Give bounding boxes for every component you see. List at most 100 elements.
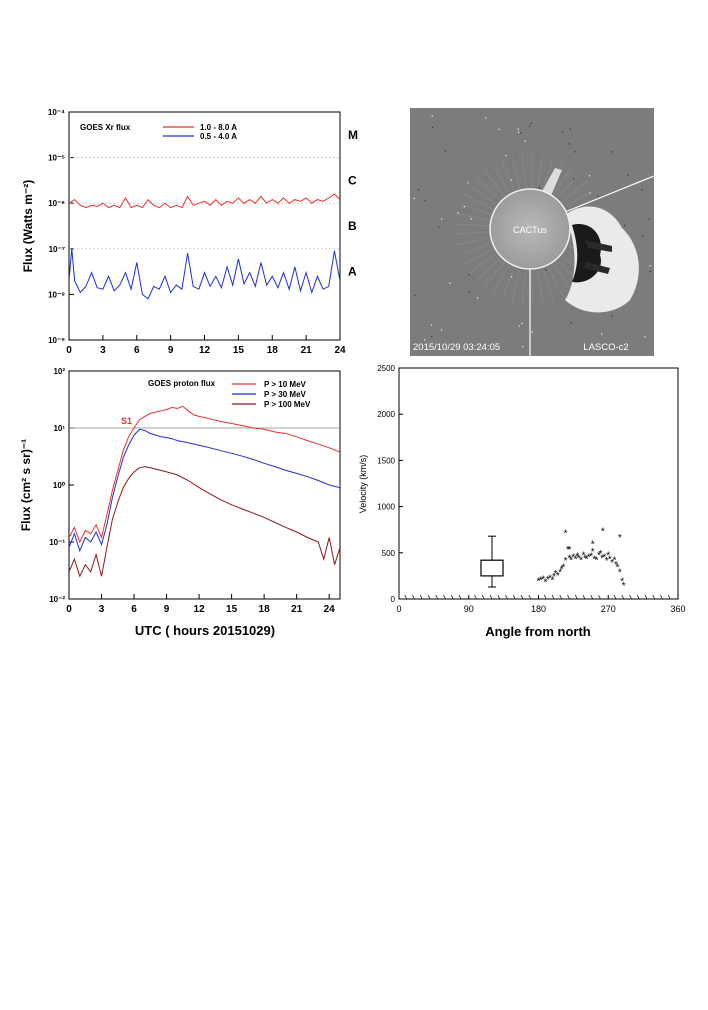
lasco-cme-dark-streaks [584, 240, 612, 274]
cme-y-ticks: 0 500 1000 1500 2000 2500 [377, 364, 403, 604]
cme-x-minor-tick [512, 594, 516, 600]
proton-x-ticks: 0 3 6 9 12 15 18 21 24 [66, 594, 335, 615]
cme-point: * [592, 554, 596, 565]
lasco-speckle [424, 200, 426, 202]
xray-y-axis-label: Flux (Watts m⁻²) [21, 180, 35, 273]
cme-x-minor-tick [528, 594, 532, 600]
lasco-wedge-line-upper [564, 175, 655, 213]
cme-x-minor-tick [660, 594, 663, 600]
xray-y-tick-label: 10⁻⁵ [48, 154, 65, 163]
proton-legend-title: GOES proton flux [148, 379, 216, 388]
xray-y-tick-label: 10⁻⁶ [48, 199, 65, 208]
cme-point: * [550, 576, 554, 587]
lasco-speckle [538, 186, 540, 189]
xray-class-gridlines [69, 157, 340, 250]
cme-x-minor-tick [543, 594, 547, 600]
cme-x-minor-tick [652, 594, 656, 600]
xray-x-tick-label: 6 [134, 345, 140, 356]
cme-x-tick-label: 360 [670, 604, 685, 614]
cme-x-minor-tick [613, 594, 617, 600]
lasco-corona-ray [463, 193, 494, 210]
cme-scatter-points: ****************************************… [537, 527, 626, 593]
lasco-speckle [573, 178, 575, 180]
lasco-corona-ray [475, 176, 500, 201]
proton-y-tick-label: 10² [53, 367, 65, 376]
lasco-speckle [470, 218, 472, 220]
proton-panel: 10⁻² 10⁻¹ 10⁰ 10¹ 10² 0 3 6 9 12 15 18 21 24 S1 GOES… [19, 367, 341, 638]
cme-point: * [581, 551, 585, 562]
cme-x-tick-label: 270 [601, 604, 616, 614]
proton-y-axis-label: Flux (cm² s sr)⁻¹ [19, 439, 33, 531]
lasco-corona-ray [511, 269, 521, 302]
cme-x-minor-tick [419, 594, 423, 600]
proton-y-tick-label: 10⁻¹ [49, 538, 65, 547]
xray-x-tick-label: 12 [199, 345, 211, 356]
lasco-speckle [431, 336, 433, 338]
lasco-speckle [520, 132, 522, 134]
lasco-corona-ray [456, 213, 489, 221]
cme-point: * [564, 528, 568, 539]
lasco-instrument-label: LASCO-c2 [583, 342, 628, 353]
cme-point: * [568, 553, 572, 564]
xray-class-label: M [348, 128, 358, 142]
lasco-speckle [424, 339, 426, 341]
xray-y-tick-label: 10⁻⁷ [49, 245, 65, 254]
cme-x-minor-tick [412, 594, 415, 600]
lasco-corona-ray [459, 243, 491, 255]
cme-point: * [561, 563, 565, 574]
cme-x-minor-tick [404, 594, 408, 600]
cme-point: * [556, 571, 560, 582]
lasco-speckle [431, 115, 433, 117]
lasco-speckle [457, 212, 459, 214]
cme-x-minor-tick [481, 594, 485, 600]
cme-box-whisker [480, 535, 504, 588]
lasco-speckle [574, 151, 576, 153]
lasco-image-panel: CACTus 2015/10/29 03:24:05 LASCO-c2 [410, 108, 655, 356]
lasco-corona-ray [531, 270, 533, 304]
xray-x-ticks: 0 3 6 9 12 15 18 21 24 [66, 335, 346, 356]
proton-series [69, 405, 340, 578]
xray-series-line [69, 193, 340, 209]
lasco-corona-ray [501, 159, 515, 191]
lasco-corona-ray [521, 270, 526, 304]
cme-point: * [614, 560, 618, 571]
proton-y-tick-label: 10⁻² [49, 595, 65, 604]
cme-point: * [620, 577, 624, 588]
xray-x-tick-label: 3 [100, 345, 106, 356]
proton-legend-label-10: P > 10 MeV [264, 380, 307, 389]
lasco-speckle [642, 235, 644, 237]
lasco-corona-ray [501, 267, 515, 299]
cme-point: * [585, 554, 589, 565]
cme-point: * [569, 555, 573, 566]
lasco-speckle [601, 333, 603, 335]
proton-y-tick-label: 10¹ [53, 424, 65, 433]
cme-x-minor-tick [667, 594, 671, 600]
lasco-corona-ray [455, 223, 489, 227]
lasco-speckle [521, 322, 523, 325]
xray-class-labels: M C B A [348, 128, 358, 279]
cme-x-minor-tick [520, 594, 524, 600]
lasco-speckle [441, 218, 443, 220]
lasco-corona-ray [553, 166, 573, 195]
lasco-speckle [431, 126, 434, 128]
lasco-speckle [545, 269, 547, 271]
proton-x-tick-label: 3 [99, 604, 105, 615]
cme-point: * [589, 552, 593, 563]
cme-point: * [595, 555, 599, 566]
lasco-corona-ray [521, 154, 526, 188]
lasco-speckle [524, 140, 526, 142]
cme-x-minor-tick [621, 594, 625, 600]
lasco-speckle [468, 291, 471, 293]
lasco-corona-ray [459, 203, 491, 215]
cme-point: * [541, 575, 545, 586]
lasco-speckle [648, 218, 650, 220]
cme-point: * [606, 551, 610, 562]
lasco-speckle [588, 175, 591, 177]
xray-legend-label-red: 1.0 - 8.0 A [200, 123, 237, 132]
lasco-timestamp: 2015/10/29 03:24:05 [413, 342, 500, 353]
cme-point: * [591, 540, 595, 551]
lasco-speckle [649, 265, 651, 267]
cme-point: * [546, 575, 550, 586]
cme-box [480, 559, 504, 577]
